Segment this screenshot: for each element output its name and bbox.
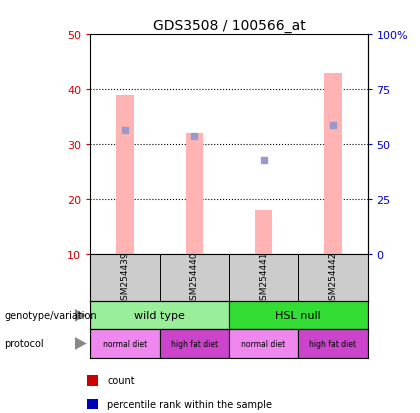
Text: percentile rank within the sample: percentile rank within the sample (107, 399, 272, 409)
Text: wild type: wild type (134, 311, 185, 320)
Bar (160, 330, 229, 358)
Bar (116, 95, 134, 254)
Text: high fat diet: high fat diet (309, 339, 357, 348)
Bar (87, 399, 98, 409)
Polygon shape (75, 337, 87, 350)
Bar (229, 301, 368, 330)
Text: GDS3508 / 100566_at: GDS3508 / 100566_at (152, 19, 305, 33)
Bar (229, 330, 298, 358)
Bar (87, 375, 98, 386)
Bar (255, 210, 272, 254)
Text: count: count (107, 375, 135, 385)
Text: HSL null: HSL null (276, 311, 321, 320)
Text: protocol: protocol (4, 339, 44, 349)
Bar (186, 134, 203, 254)
Text: normal diet: normal diet (241, 339, 286, 348)
Text: normal diet: normal diet (103, 339, 147, 348)
Text: GSM254440: GSM254440 (190, 251, 199, 305)
Text: high fat diet: high fat diet (171, 339, 218, 348)
Bar (90, 330, 160, 358)
Text: genotype/variation: genotype/variation (4, 311, 97, 320)
Text: GSM254441: GSM254441 (259, 251, 268, 305)
Bar (324, 74, 341, 254)
Polygon shape (75, 309, 87, 322)
Text: GSM254442: GSM254442 (328, 251, 337, 305)
Text: GSM254439: GSM254439 (121, 251, 129, 305)
Bar (90, 301, 229, 330)
Bar (298, 330, 368, 358)
